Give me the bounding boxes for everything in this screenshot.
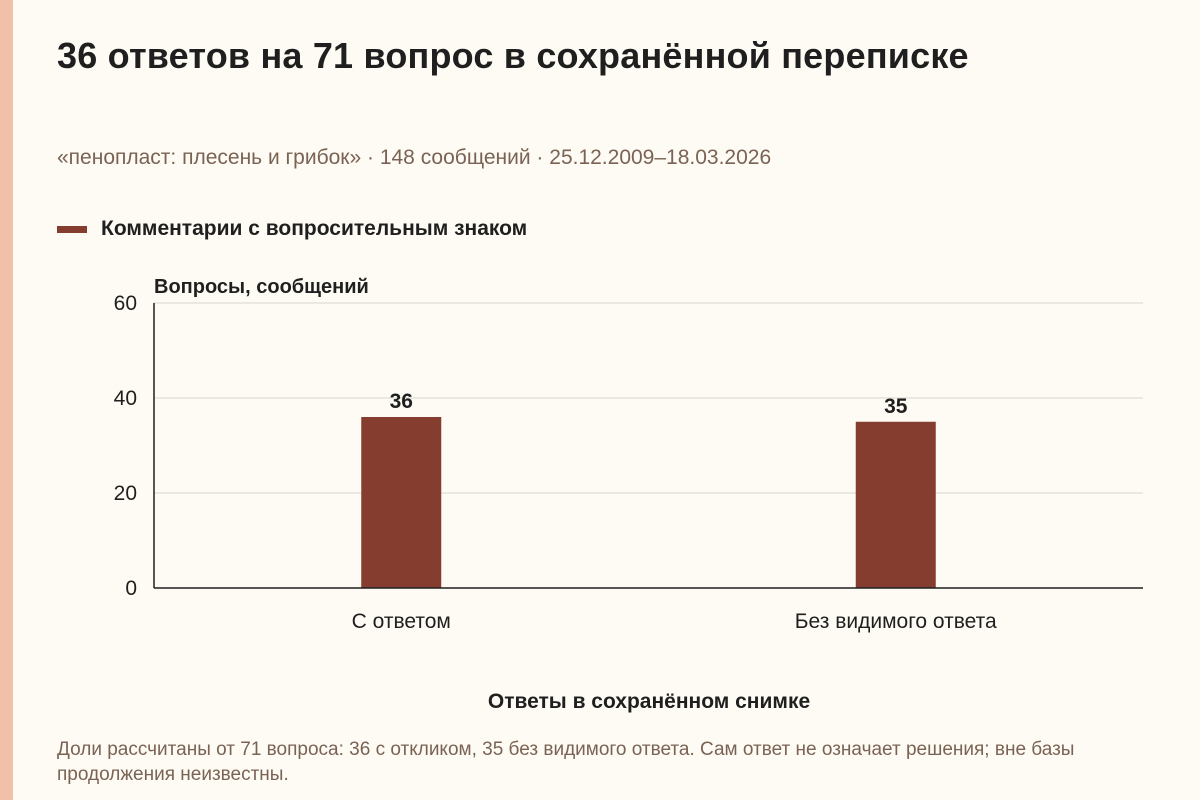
chart-subtitle: «пенопласт: плесень и грибок» · 148 сооб… (57, 146, 772, 169)
x-tick-label: Без видимого ответа (795, 610, 997, 633)
legend-label: Комментарии с вопросительным знаком (101, 217, 528, 240)
bar-chart: 0 20 40 60 36 35 С ответом Без видимого ответ… (114, 276, 1143, 713)
y-tick-label: 20 (114, 482, 137, 505)
bars (361, 417, 936, 588)
bar (361, 417, 442, 588)
x-axis-title: Ответы в сохранённом снимке (488, 690, 810, 713)
y-axis-title: Вопросы, сообщений (154, 276, 369, 298)
y-tick-label: 0 (125, 577, 137, 600)
bar-value-label: 35 (884, 395, 908, 418)
grid-lines (154, 302, 1143, 494)
y-tick-label: 60 (114, 292, 137, 315)
bar-value-label: 36 (390, 390, 413, 413)
x-tick-label: С ответом (352, 610, 451, 633)
y-axis-ticks: 0 20 40 60 (114, 292, 137, 600)
y-tick-label: 40 (114, 387, 137, 410)
left-accent-stripe (0, 0, 13, 800)
data-labels: 36 35 (390, 390, 908, 418)
axes (153, 303, 1143, 589)
x-axis-ticks: С ответом Без видимого ответа (352, 610, 997, 633)
legend-swatch (57, 225, 87, 233)
bar (855, 421, 936, 588)
footnote: Доли рассчитаны от 71 вопроса: 36 с откл… (57, 739, 1075, 785)
legend: Комментарии с вопросительным знаком (57, 217, 527, 241)
chart-title: 36 ответов на 71 вопрос в сохранённой пе… (57, 35, 969, 76)
